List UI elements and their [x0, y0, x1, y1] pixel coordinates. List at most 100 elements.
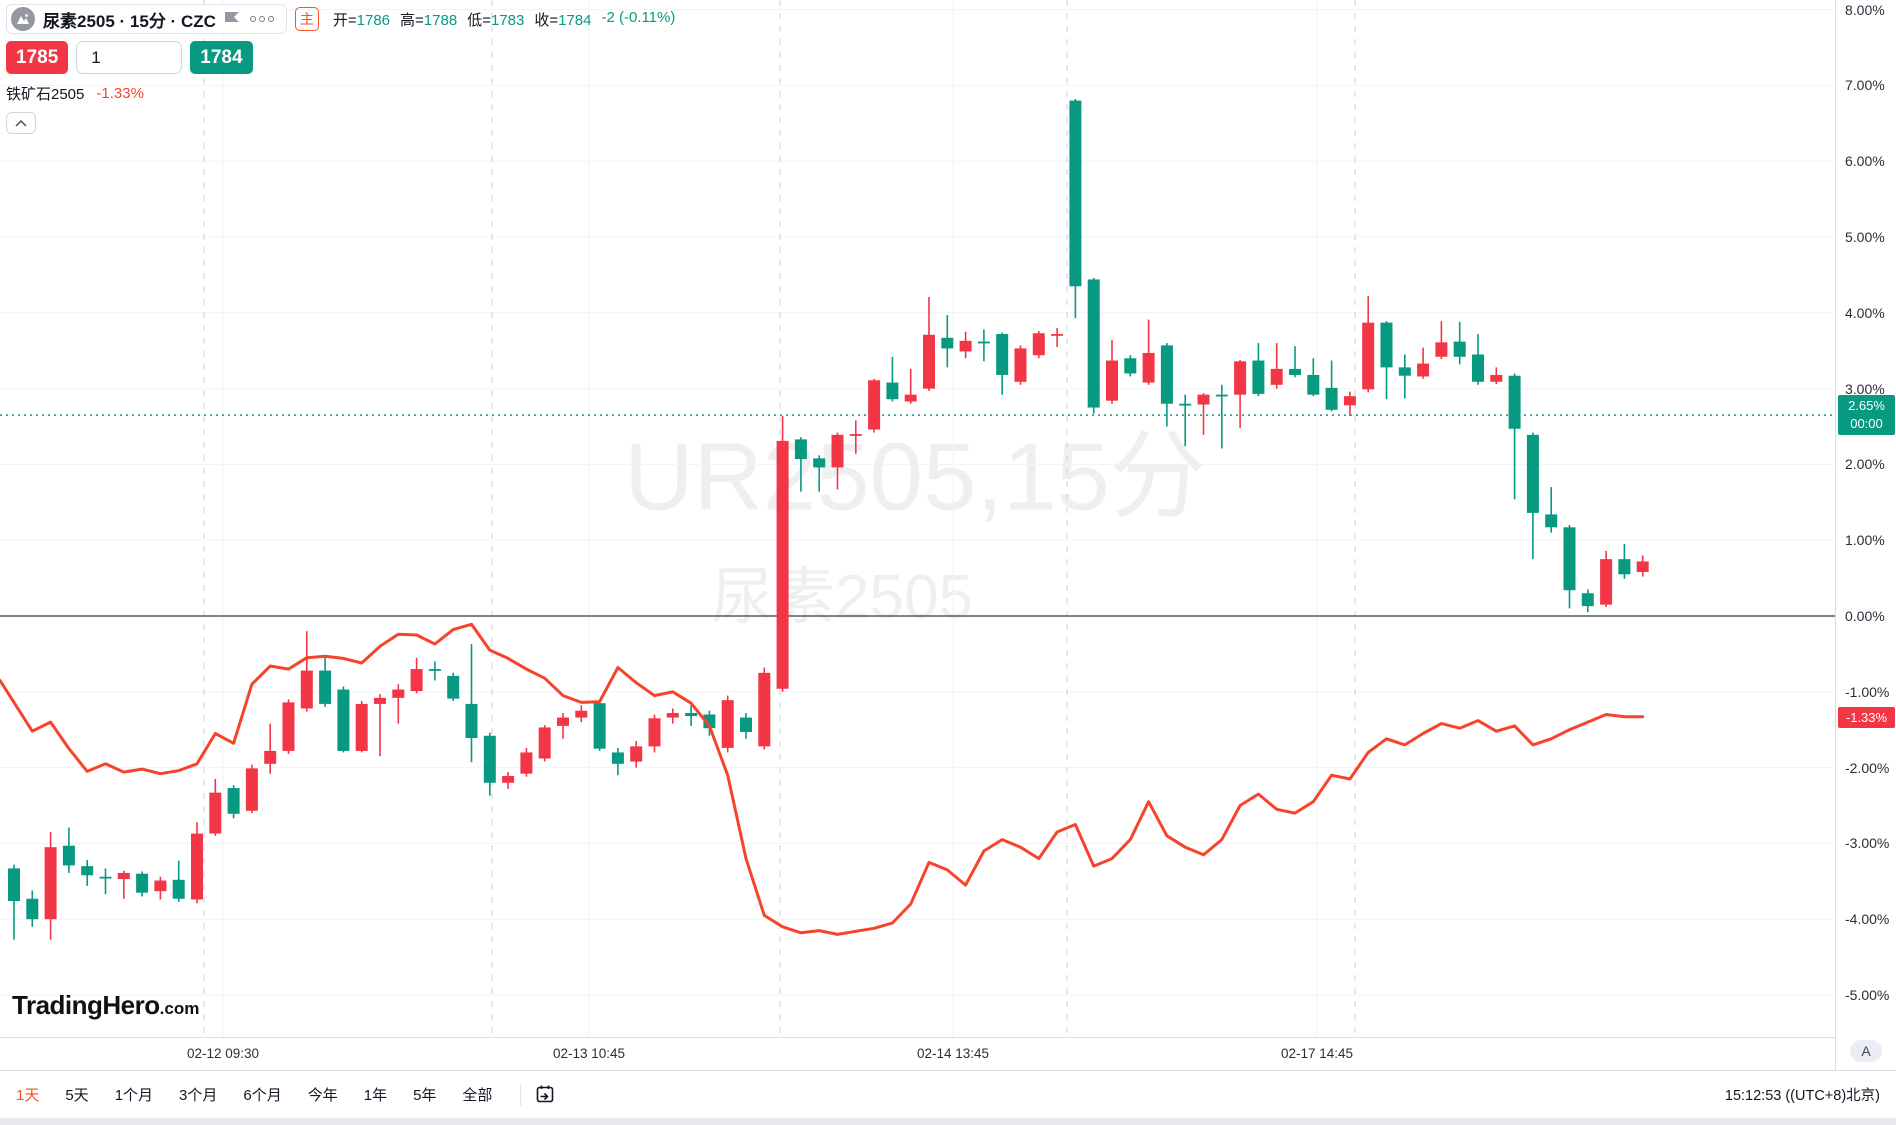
price-axis-label: 0.00% [1845, 608, 1885, 624]
candle-body [447, 675, 460, 699]
range-button-6个月[interactable]: 6个月 [243, 1084, 281, 1105]
candle-body [630, 746, 643, 762]
candle-body [428, 669, 441, 671]
candle-body [264, 750, 277, 764]
candle-body [26, 898, 39, 920]
change-readout: -2 (-0.11%) [601, 8, 676, 26]
candlestick-chart[interactable] [0, 0, 1835, 1037]
candle-body [1197, 394, 1210, 405]
range-button-1年[interactable]: 1年 [364, 1084, 387, 1105]
candle-body [1508, 375, 1521, 429]
candle-body [1563, 527, 1576, 591]
chart-pane[interactable]: UR2505,15分 尿素2505 [0, 0, 1835, 1037]
candle-body [374, 697, 386, 704]
compare-change: -1.33% [96, 85, 144, 102]
clock-text: 15:12:53 ((UTC+8)北京) [1724, 1088, 1880, 1104]
candle-body [1051, 334, 1064, 336]
compare-line-series [0, 622, 1645, 936]
range-button-1个月[interactable]: 1个月 [115, 1084, 153, 1105]
goto-date-button[interactable] [535, 1084, 556, 1105]
candle-body [1453, 341, 1466, 357]
compare-price-badge: -1.33% [1838, 706, 1895, 728]
candle-body [1362, 322, 1375, 390]
candle-body [1234, 361, 1247, 395]
candle-body [740, 717, 752, 732]
candle-body [557, 717, 569, 726]
price-axis-label: 3.00% [1845, 380, 1885, 397]
candle-body [117, 872, 130, 880]
price-axis-label: 7.00% [1845, 77, 1885, 94]
time-axis-label: 02-13 10:45 [552, 1046, 626, 1061]
candle-body [136, 873, 149, 893]
range-button-今年[interactable]: 今年 [308, 1084, 338, 1105]
compare-legend-row[interactable]: 铁矿石2505 -1.33% [6, 83, 675, 104]
candle-body [1032, 333, 1045, 356]
candle-body [977, 341, 990, 344]
candle-body [1270, 368, 1283, 385]
sell-price-button[interactable]: 1785 [6, 41, 69, 74]
symbol-title: 尿素2505 · 15分 · CZC [43, 11, 216, 31]
candle-body [685, 713, 698, 717]
ohlc-item: 收=1784 [534, 11, 592, 29]
candle-body [8, 868, 20, 902]
watermark-symbol: UR2505,15分 [624, 423, 1206, 531]
price-axis-label: -5.00% [1845, 987, 1890, 1003]
auto-scale-button[interactable]: A [1850, 1040, 1882, 1062]
candle-body [1581, 593, 1594, 607]
current-price-badge: 2.65% 00:00 [1838, 395, 1895, 436]
candle-body [1142, 352, 1155, 383]
price-axis[interactable]: 8.00% 7.00% 6.00% 5.00% 4.00% 3.00% 2.00% 1.00%… [1835, 0, 1896, 1070]
candle-body [703, 714, 716, 729]
buy-price-button[interactable]: 1784 [190, 41, 253, 74]
main-series-badge[interactable]: 主 [294, 7, 319, 31]
ohlc-readout: 开=1786 高=1788 低=1783 收=1784 -2 (-0.11%) [333, 9, 675, 30]
candle-body [245, 768, 258, 811]
time-axis-label: 02-12 09:30 [186, 1046, 260, 1061]
quantity-input[interactable] [76, 41, 183, 74]
range-items: 1天 5天 1个月 3个月 6个月 今年 1年 5年 全部 [16, 1084, 518, 1105]
candle-body [355, 703, 368, 751]
candle-body [959, 340, 972, 352]
range-button-全部[interactable]: 全部 [462, 1084, 492, 1105]
candle-body [758, 672, 771, 747]
candle-body [996, 334, 1009, 375]
flag-icon[interactable] [224, 11, 240, 27]
candle-body [1618, 559, 1631, 575]
symbol-title-pill[interactable]: 尿素2505 · 15分 · CZC [6, 4, 287, 34]
candle-body [520, 752, 533, 774]
range-button-3个月[interactable]: 3个月 [179, 1084, 217, 1105]
candle-body [209, 792, 222, 834]
candle-body [300, 670, 313, 709]
candle-body [1307, 374, 1320, 395]
collapse-legend-button[interactable] [6, 112, 36, 134]
ohlc-item: 高=1788 [400, 11, 458, 29]
chart-legend: 尿素2505 · 15分 · CZC 主 开=1786 高=1788 低=1783 收… [6, 4, 675, 134]
candle-body [502, 775, 515, 783]
range-button-5天[interactable]: 5天 [65, 1084, 88, 1105]
current-price-pct: 2.65% [1848, 398, 1885, 414]
time-axis[interactable]: 02-12 09:30 02-13 10:45 02-14 13:45 02-17 1… [0, 1037, 1835, 1070]
candle-body [1215, 394, 1228, 397]
range-button-5年[interactable]: 5年 [413, 1084, 436, 1105]
order-panel: 1785 1784 [6, 41, 675, 74]
candle-body [62, 845, 75, 866]
candle-body [1343, 396, 1356, 406]
candle-body [483, 735, 496, 783]
range-button-1天[interactable]: 1天 [16, 1084, 39, 1105]
candle-body [868, 380, 881, 430]
candle-body [465, 703, 478, 739]
candle-body [538, 727, 551, 759]
price-axis-label: 2.00% [1845, 456, 1885, 473]
tradinghero-logo: TradingHero .com [12, 990, 199, 1021]
candle-body [1289, 368, 1301, 375]
toolbar-divider [520, 1083, 522, 1106]
more-options-icon[interactable] [248, 16, 276, 22]
candle-body [1325, 387, 1338, 410]
price-axis-label: -1.00% [1845, 683, 1890, 700]
time-axis-label: 02-17 14:45 [1280, 1046, 1354, 1061]
candle-body [1160, 345, 1173, 404]
candle-body [1069, 100, 1082, 287]
candle-body [721, 700, 734, 748]
candle-body [1179, 403, 1192, 406]
